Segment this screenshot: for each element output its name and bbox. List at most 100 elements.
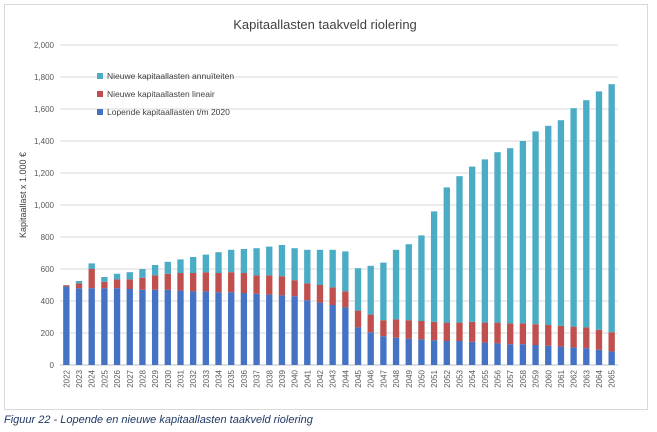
bar-segment-series-2 (380, 262, 387, 321)
bar-segment-series-2 (266, 246, 273, 276)
bar-segment-series-2 (189, 257, 197, 273)
bar-segment-series-0 (608, 351, 615, 365)
bar-segment-series-1 (519, 323, 527, 345)
bar-segment-series-1 (228, 272, 235, 293)
bar-segment-series-1 (177, 273, 184, 291)
bar-segment-series-0 (494, 343, 501, 365)
bar-segment-series-2 (418, 235, 425, 321)
legend: Nieuwe kapitaallasten annuïteiten Nieuwe … (97, 71, 234, 117)
bar-segment-series-2 (304, 249, 311, 284)
bar-segment-series-0 (253, 293, 260, 365)
bar-segment-series-2 (75, 281, 83, 284)
bar-segment-series-0 (316, 302, 324, 365)
bar-segment-series-1 (443, 322, 450, 341)
bar-segment-series-1 (253, 275, 260, 294)
bar-segment-series-0 (418, 339, 425, 365)
x-tick-label: 2022 (62, 369, 71, 387)
x-axis-ticks: 2022 2023 2024 2025 2026 2027 2028 2029 2030 2031… (62, 369, 616, 387)
x-tick-label: 2035 (227, 369, 236, 387)
bar-segment-series-0 (126, 289, 133, 365)
x-tick-label: 2059 (532, 369, 541, 387)
bar-segment-series-1 (101, 281, 108, 289)
x-tick-label: 2056 (494, 369, 503, 387)
bar-segment-series-1 (266, 275, 273, 295)
kapitaallasten-chart: Kapitaallasten taakveld riolering Kapita… (18, 17, 618, 388)
bar-segment-series-1 (354, 310, 362, 328)
bar-segment-series-1 (215, 273, 222, 293)
y-tick-label: 1,200 (34, 169, 55, 178)
legend-swatch (97, 73, 103, 79)
bar-segment-series-0 (164, 289, 171, 365)
bar-segment-series-0 (202, 291, 210, 365)
x-tick-label: 2029 (151, 369, 160, 387)
bar-segment-series-1 (392, 319, 400, 338)
bar-segment-series-0 (443, 341, 450, 365)
bar-segment-series-0 (430, 340, 438, 365)
bar-segment-series-1 (304, 283, 311, 301)
x-tick-label: 2060 (544, 369, 553, 387)
bar-segment-series-1 (557, 325, 565, 347)
bar-segment-series-2 (392, 249, 400, 320)
x-tick-label: 2039 (278, 369, 287, 387)
bar-segment-series-0 (75, 288, 83, 365)
bar-segment-series-0 (278, 295, 286, 365)
x-tick-label: 2050 (417, 369, 426, 387)
bar-segment-series-0 (583, 348, 590, 365)
bar-segment-series-0 (88, 288, 95, 365)
x-tick-label: 2024 (88, 369, 97, 387)
x-tick-label: 2065 (608, 369, 617, 387)
bar-segment-series-1 (367, 314, 374, 333)
x-tick-label: 2045 (354, 369, 363, 387)
x-tick-label: 2064 (595, 369, 604, 387)
bar-segment-series-2 (468, 166, 476, 322)
x-tick-label: 2062 (570, 369, 579, 387)
x-tick-label: 2048 (392, 369, 401, 387)
bar-segment-series-0 (519, 344, 527, 365)
bar-segment-series-0 (266, 294, 273, 365)
x-tick-label: 2051 (430, 369, 439, 387)
bar-segment-series-2 (570, 108, 577, 327)
bar-segment-series-1 (126, 279, 133, 289)
legend-swatch (97, 109, 103, 115)
bar-segment-series-0 (570, 347, 577, 365)
bar-segment-series-1 (456, 322, 463, 341)
bar-segment-series-0 (240, 293, 248, 365)
bar-segment-series-2 (253, 248, 260, 276)
chart-frame: Kapitaallasten taakveld riolering Kapita… (4, 4, 648, 410)
y-tick-label: 2,000 (34, 41, 55, 50)
bar-segment-series-0 (456, 341, 463, 365)
bar-segment-series-1 (570, 326, 577, 348)
bar-segment-series-1 (151, 275, 159, 290)
x-tick-label: 2038 (265, 369, 274, 387)
bar-segment-series-2 (443, 187, 450, 323)
legend-label: Lopende kapitaallasten t/m 2020 (107, 107, 230, 117)
bar-segment-series-2 (316, 249, 324, 285)
bar-segment-series-2 (430, 211, 438, 322)
bar-segment-series-2 (240, 249, 248, 273)
bar-segment-series-0 (151, 289, 159, 365)
bar-segment-series-2 (113, 273, 121, 280)
x-tick-label: 2023 (75, 369, 84, 387)
bar-segment-series-0 (595, 349, 603, 365)
bar-segment-series-2 (342, 251, 349, 292)
bar-segment-series-0 (367, 332, 374, 365)
x-tick-label: 2055 (481, 369, 490, 387)
legend-label: Nieuwe kapitaallasten lineair (107, 89, 215, 99)
bar-segment-series-2 (456, 176, 463, 323)
bar-segment-series-2 (164, 261, 171, 274)
bar-segment-series-0 (215, 292, 222, 365)
x-tick-label: 2063 (582, 369, 591, 387)
y-tick-label: 800 (41, 233, 55, 242)
bar-segment-series-1 (545, 325, 552, 346)
bar-segment-series-0 (481, 342, 489, 365)
bar-segment-series-1 (329, 287, 336, 305)
bar-segment-series-1 (608, 332, 615, 352)
x-tick-label: 2037 (253, 369, 262, 387)
bar-segment-series-0 (139, 289, 146, 365)
x-tick-label: 2046 (367, 369, 376, 387)
bar-segment-series-0 (392, 337, 400, 365)
y-tick-label: 1,000 (34, 201, 55, 210)
bar-segment-series-2 (139, 269, 146, 278)
bar-segment-series-2 (354, 268, 362, 311)
x-tick-label: 2043 (329, 369, 338, 387)
